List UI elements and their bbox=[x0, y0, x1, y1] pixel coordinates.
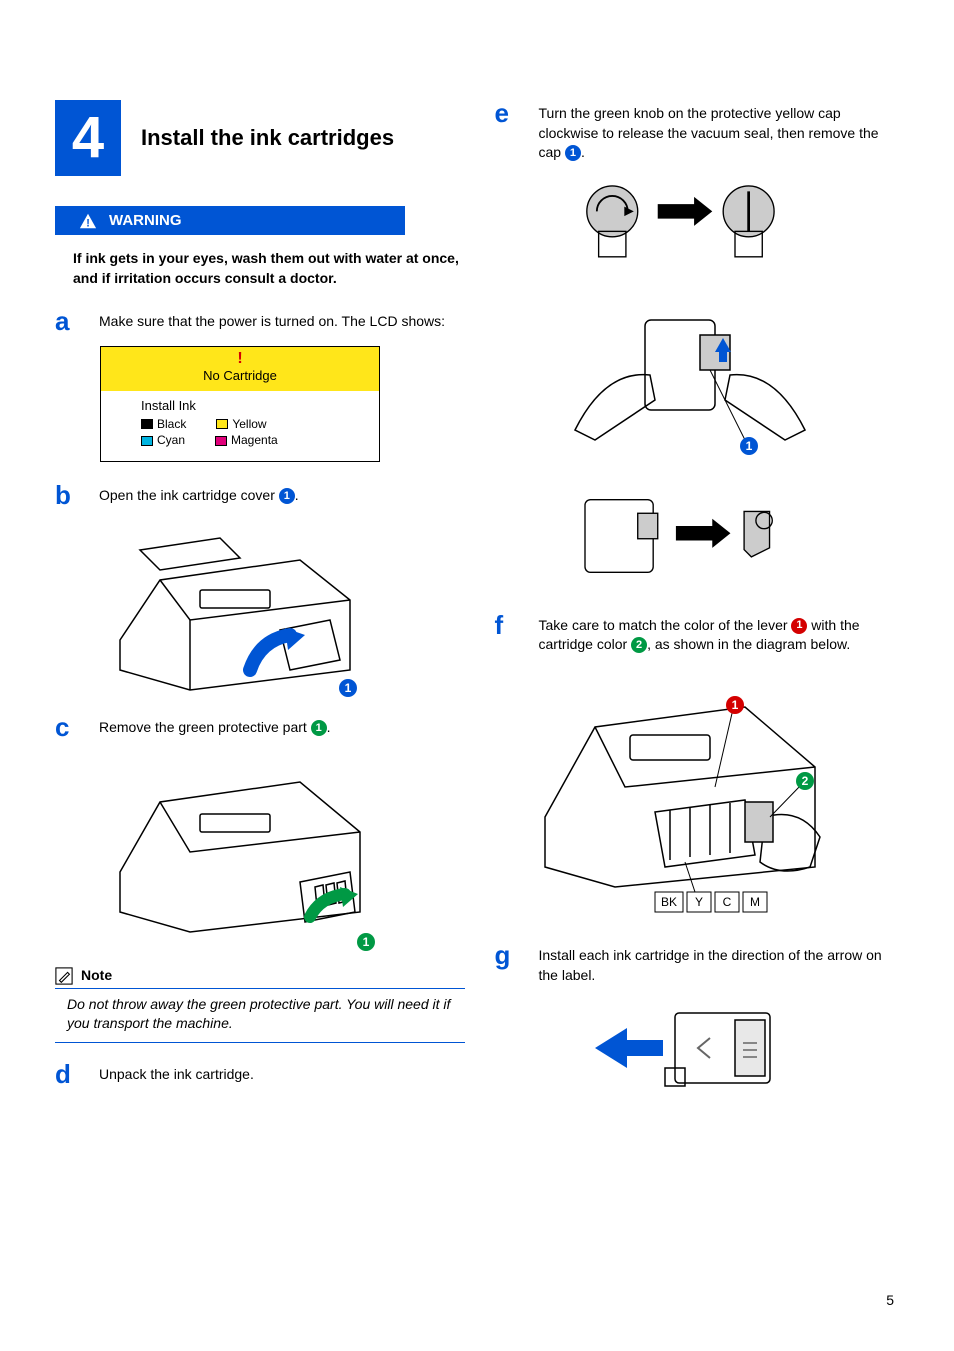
substep-letter: g bbox=[495, 942, 521, 968]
substep-c: c Remove the green protective part 1. bbox=[55, 714, 465, 740]
right-column: e Turn the green knob on the protective … bbox=[495, 100, 905, 1123]
diagram-turn-knob bbox=[555, 175, 905, 281]
lcd-row-1: Black Yellow bbox=[141, 416, 371, 433]
substep-text: Take care to match the color of the leve… bbox=[539, 612, 905, 655]
callout-1-red: 1 bbox=[791, 618, 807, 634]
warning-banner: ! WARNING bbox=[55, 206, 405, 235]
warning-triangle-icon: ! bbox=[79, 212, 97, 230]
substep-text: Make sure that the power is turned on. T… bbox=[99, 308, 465, 332]
note-heading: Note bbox=[55, 966, 465, 989]
lcd-install-ink: Install Ink bbox=[141, 397, 371, 415]
substep-f: f Take care to match the color of the le… bbox=[495, 612, 905, 655]
swatch-black bbox=[141, 419, 153, 429]
substep-g: g Install each ink cartridge in the dire… bbox=[495, 942, 905, 985]
f-pre: Take care to match the color of the leve… bbox=[539, 617, 792, 633]
substep-letter: c bbox=[55, 714, 81, 740]
swatch-cyan bbox=[141, 436, 153, 446]
substep-text: Remove the green protective part 1. bbox=[99, 714, 465, 738]
callout-1: 1 bbox=[565, 145, 581, 161]
substep-letter: b bbox=[55, 482, 81, 508]
diagram-open-cover: 1 bbox=[100, 520, 380, 700]
page-number: 5 bbox=[886, 1291, 894, 1311]
ink-label-yellow: Yellow bbox=[232, 416, 266, 433]
substep-letter: a bbox=[55, 308, 81, 334]
svg-text:BK: BK bbox=[660, 895, 676, 909]
note-body: Do not throw away the green protective p… bbox=[55, 995, 465, 1034]
lcd-body: Install Ink Black Yellow Cyan Magenta bbox=[101, 391, 379, 461]
svg-text:Y: Y bbox=[694, 895, 702, 909]
callout-1: 1 bbox=[279, 488, 295, 504]
substep-e: e Turn the green knob on the protective … bbox=[495, 100, 905, 163]
substep-b-text: Open the ink cartridge cover bbox=[99, 487, 279, 503]
left-column: 4 Install the ink cartridges ! WARNING I… bbox=[55, 100, 465, 1123]
substep-c-text: Remove the green protective part bbox=[99, 719, 311, 735]
svg-text:1: 1 bbox=[363, 935, 370, 949]
diagram-match-color: 1 2 BK Y C M bbox=[535, 667, 905, 923]
svg-text:2: 2 bbox=[801, 774, 808, 788]
substep-letter: f bbox=[495, 612, 521, 638]
f-post: , as shown in the diagram below. bbox=[647, 636, 850, 652]
substep-b: b Open the ink cartridge cover 1. bbox=[55, 482, 465, 508]
step-title: Install the ink cartridges bbox=[141, 123, 394, 154]
lcd-no-cartridge: No Cartridge bbox=[101, 367, 379, 385]
swatch-yellow bbox=[216, 419, 228, 429]
substep-letter: e bbox=[495, 100, 521, 126]
substep-letter: d bbox=[55, 1061, 81, 1087]
swatch-magenta bbox=[215, 436, 227, 446]
svg-text:1: 1 bbox=[345, 681, 352, 695]
substep-a: a Make sure that the power is turned on.… bbox=[55, 308, 465, 334]
page: 4 Install the ink cartridges ! WARNING I… bbox=[0, 0, 954, 1173]
svg-text:!: ! bbox=[86, 217, 90, 229]
diagram-insert-direction bbox=[575, 998, 905, 1104]
svg-text:1: 1 bbox=[731, 698, 738, 712]
svg-text:1: 1 bbox=[745, 439, 752, 453]
step-header: 4 Install the ink cartridges bbox=[55, 100, 465, 176]
warning-text: If ink gets in your eyes, wash them out … bbox=[55, 249, 465, 288]
step-number-badge: 4 bbox=[55, 100, 121, 176]
substep-text: Unpack the ink cartridge. bbox=[99, 1061, 465, 1085]
diagram-remove-part: 1 bbox=[100, 752, 380, 952]
diagram-hands-cartridge: 1 bbox=[555, 300, 905, 466]
substep-text: Open the ink cartridge cover 1. bbox=[99, 482, 465, 506]
diagram-remove-cap bbox=[555, 486, 905, 592]
callout-1-green: 1 bbox=[311, 720, 327, 736]
substep-text: Turn the green knob on the protective ye… bbox=[539, 100, 905, 163]
ink-label-black: Black bbox=[157, 416, 186, 433]
note-pencil-icon bbox=[55, 967, 73, 985]
note-label: Note bbox=[81, 966, 112, 986]
substep-text: Install each ink cartridge in the direct… bbox=[539, 942, 905, 985]
svg-text:C: C bbox=[722, 895, 731, 909]
svg-text:M: M bbox=[750, 895, 760, 909]
lcd-alert-icon: ! bbox=[101, 351, 379, 367]
lcd-screenshot: ! No Cartridge Install Ink Black Yellow … bbox=[100, 346, 380, 462]
warning-label: WARNING bbox=[109, 210, 182, 231]
lcd-row-2: Cyan Magenta bbox=[141, 432, 371, 449]
note-box: Note Do not throw away the green protect… bbox=[55, 966, 465, 1043]
ink-label-magenta: Magenta bbox=[231, 432, 278, 449]
substep-d: d Unpack the ink cartridge. bbox=[55, 1061, 465, 1087]
ink-label-cyan: Cyan bbox=[157, 432, 185, 449]
substep-e-text: Turn the green knob on the protective ye… bbox=[539, 105, 879, 160]
callout-2-green: 2 bbox=[631, 637, 647, 653]
lcd-top-bar: ! No Cartridge bbox=[101, 347, 379, 391]
